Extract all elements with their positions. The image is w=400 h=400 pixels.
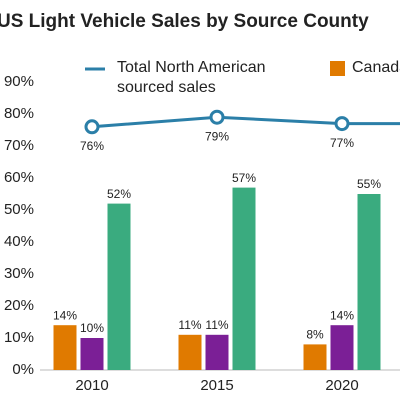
line-marker — [84, 119, 100, 135]
legend-label: Canada — [352, 59, 400, 76]
line — [91, 115, 400, 129]
chart-title: US Light Vehicle Sales by Source County — [0, 11, 369, 32]
y-tick-label: 0% — [12, 361, 34, 378]
bar — [357, 194, 381, 370]
value-label: 8% — [306, 328, 324, 342]
bar — [303, 344, 327, 370]
x-tick-label: 2020 — [325, 377, 358, 394]
value-label: 79% — [205, 129, 229, 143]
bar — [178, 334, 202, 370]
value-label: 10% — [80, 321, 104, 335]
y-tick-label: 40% — [4, 233, 34, 250]
y-tick-label: 60% — [4, 169, 34, 186]
x-tick-label: 2010 — [75, 377, 108, 394]
y-tick-label: 20% — [4, 297, 34, 314]
y-tick-label: 10% — [4, 329, 34, 346]
y-tick-label: 70% — [4, 137, 34, 154]
value-label: 11% — [205, 318, 228, 332]
bar — [107, 203, 131, 370]
bar — [330, 325, 354, 370]
bar — [53, 325, 77, 370]
value-label: 11% — [178, 318, 201, 332]
y-tick-label: 50% — [4, 201, 34, 218]
value-label: 77% — [330, 136, 354, 150]
x-tick-label: 2015 — [200, 377, 233, 394]
y-tick-label: 80% — [4, 105, 34, 122]
value-label: 14% — [53, 308, 77, 322]
bar — [205, 334, 229, 370]
legend-bar-swatch — [330, 61, 345, 76]
bar — [80, 338, 104, 370]
value-label: 57% — [232, 171, 256, 185]
legend-label: Total North American sourced sales — [117, 59, 266, 96]
bar — [232, 187, 256, 370]
value-label: 14% — [330, 308, 354, 322]
value-label: 76% — [80, 139, 104, 153]
value-label: 55% — [357, 177, 381, 191]
y-tick-label: 30% — [4, 265, 34, 282]
y-tick-label: 90% — [4, 73, 34, 90]
line-marker — [334, 116, 350, 132]
line-marker — [209, 109, 225, 125]
value-label: 52% — [107, 187, 131, 201]
